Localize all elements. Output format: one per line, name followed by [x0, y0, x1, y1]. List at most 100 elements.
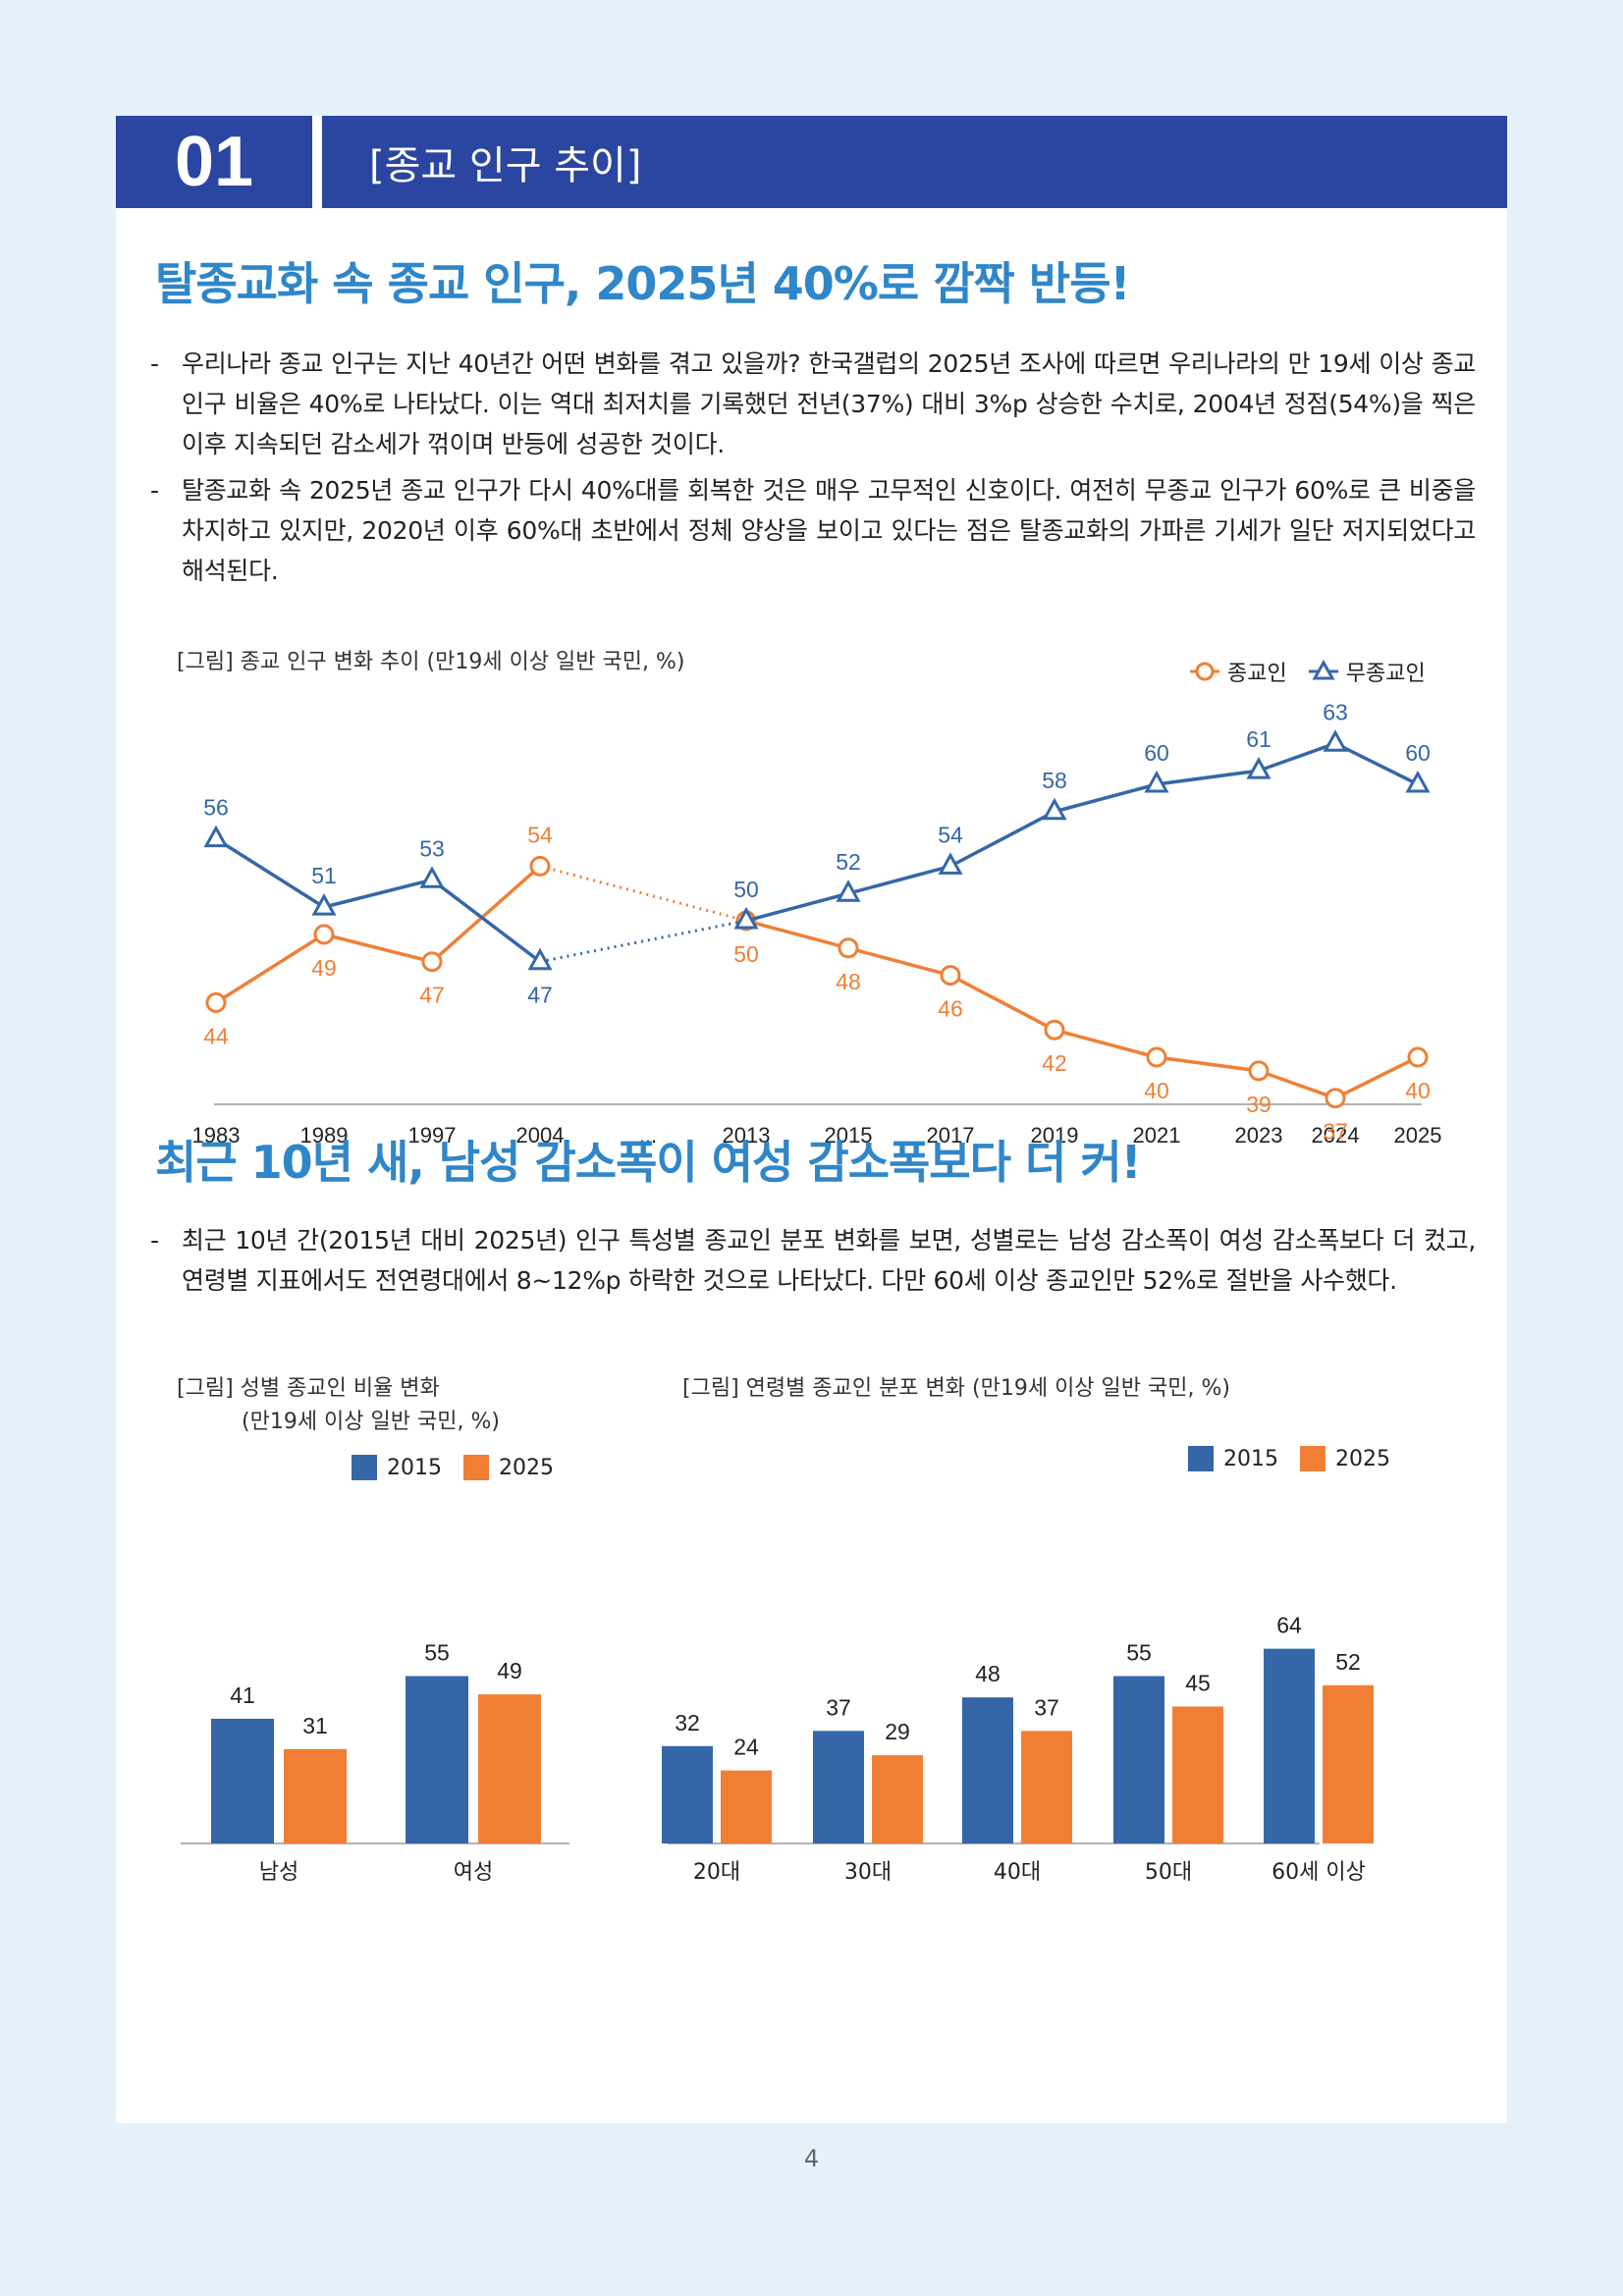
data-label: 29: [885, 1719, 910, 1744]
data-point: [311, 893, 337, 916]
data-label: 40: [1405, 1078, 1431, 1103]
x-tick-label: 2025: [1394, 1123, 1442, 1148]
figure-caption-age: [그림] 연령별 종교인 분포 변화 (만19세 이상 일반 국민, %): [682, 1376, 1230, 1401]
legend-label: 2025: [1335, 1446, 1390, 1471]
bar: [872, 1755, 923, 1843]
gender-legend: 2015 2025: [352, 1455, 575, 1480]
data-label: 53: [419, 835, 445, 861]
x-tick-label: 여성: [454, 1860, 493, 1885]
bar: [1323, 1684, 1374, 1843]
data-label: 64: [1276, 1613, 1302, 1638]
circle-marker-icon: [1190, 662, 1219, 681]
bullet-item: 최근 10년 간(2015년 대비 2025년) 인구 특성별 종교인 분포 변…: [150, 1220, 1476, 1301]
data-label: 55: [424, 1640, 450, 1666]
data-label: 50: [733, 941, 759, 967]
data-label: 37: [1323, 1119, 1348, 1145]
bar: [1264, 1648, 1315, 1843]
x-tick-label: 60세 이상: [1271, 1860, 1366, 1885]
section-number: 01: [116, 116, 312, 208]
legend-item-2025: 2025: [463, 1455, 554, 1480]
x-tick-label: 1997: [408, 1123, 457, 1148]
legend-label: 2015: [387, 1455, 442, 1480]
data-label: 55: [1126, 1640, 1152, 1666]
section-title: [종교 인구 추이]: [322, 116, 1507, 208]
bar-chart-age: 32 24 20대 37 29 30대 48 37 40대 55 45 50대 64 52 60세 이상: [662, 1613, 1374, 1885]
legend-item-religious: 종교인: [1190, 656, 1287, 687]
figure-caption-gender-sub: (만19세 이상 일반 국민, %): [242, 1410, 500, 1434]
data-label: 52: [1335, 1649, 1361, 1675]
x-tick-label: 2021: [1133, 1123, 1181, 1148]
bar: [1021, 1731, 1072, 1843]
swatch-2015-icon: [1188, 1446, 1214, 1471]
data-point: [1405, 770, 1431, 793]
series-gap-dotted-line: [539, 864, 747, 923]
x-tick-label: 40대: [994, 1860, 1041, 1885]
bullet-list-1: 우리나라 종교 인구는 지난 40년간 어떤 변화를 겪고 있을까? 한국갤럽의…: [150, 344, 1476, 597]
data-point: [313, 924, 335, 945]
data-label: 37: [1034, 1694, 1059, 1720]
data-label: 52: [836, 849, 861, 875]
data-point: [938, 852, 963, 875]
bullet-item: 탈종교화 속 2025년 종교 인구가 다시 40%대를 회복한 것은 매우 고…: [150, 470, 1476, 591]
x-tick-label: ...: [639, 1123, 657, 1148]
data-label: 40: [1144, 1078, 1169, 1103]
bar: [813, 1731, 864, 1843]
legend-label: 2015: [1223, 1446, 1278, 1471]
series-line: [745, 741, 1419, 923]
bar: [211, 1718, 274, 1843]
legend-item-nonreligious: 무종교인: [1308, 656, 1426, 687]
bullet-list-2: 최근 10년 간(2015년 대비 2025년) 인구 특성별 종교인 분포 변…: [150, 1220, 1476, 1307]
series-line: [215, 837, 542, 964]
data-label: 47: [527, 983, 553, 1008]
data-label: 45: [1185, 1671, 1211, 1696]
bar: [1113, 1676, 1164, 1843]
swatch-2025-icon: [1300, 1446, 1325, 1471]
legend-label: 무종교인: [1345, 662, 1426, 686]
data-label: 54: [527, 822, 553, 847]
headline-gender-gap: 최근 10년 새, 남성 감소폭이 여성 감소폭보다 더 커!: [155, 1136, 1142, 1189]
section-header: 01 [종교 인구 추이]: [116, 116, 1507, 208]
data-label: 39: [1246, 1092, 1271, 1117]
data-label: 51: [311, 863, 337, 888]
data-point: [836, 880, 861, 902]
x-tick-label: 50대: [1145, 1860, 1192, 1885]
data-point: [733, 906, 759, 930]
line-chart-religious-trend: 1983 1989 1997 2004... 2013 2015 2017 2019 2021 2…: [192, 699, 1442, 1148]
x-tick-label: 1983: [192, 1123, 241, 1148]
x-tick-label: 2004: [516, 1123, 565, 1148]
data-label: 56: [203, 795, 229, 821]
data-point: [527, 947, 553, 971]
data-label: 46: [938, 996, 963, 1022]
x-tick-label: 2019: [1031, 1123, 1079, 1148]
data-label: 37: [826, 1694, 851, 1720]
x-tick-label: 1989: [300, 1123, 349, 1148]
legend-item-2015: 2015: [1188, 1446, 1278, 1471]
figure-caption-gender: [그림] 성별 종교인 비율 변화: [177, 1376, 440, 1401]
triangle-marker-icon: [1308, 660, 1338, 680]
data-label: 58: [1042, 768, 1067, 793]
series-line: [215, 865, 542, 1004]
bar: [962, 1697, 1013, 1843]
data-point: [1323, 729, 1348, 752]
data-label: 32: [675, 1710, 700, 1735]
data-label: 54: [938, 822, 963, 847]
x-tick-label: 2024: [1312, 1123, 1360, 1148]
data-label: 60: [1405, 740, 1431, 766]
bullet-item: 우리나라 종교 인구는 지난 40년간 어떤 변화를 겪고 있을까? 한국갤럽의…: [150, 344, 1476, 464]
x-tick-label: 2017: [927, 1123, 975, 1148]
bar: [1172, 1706, 1223, 1843]
legend-label: 2025: [499, 1455, 554, 1480]
data-label: 41: [230, 1682, 255, 1708]
page-sheet: 01 [종교 인구 추이] 탈종교화 속 종교 인구, 2025년 40%로 깜…: [116, 116, 1507, 2123]
data-label: 44: [203, 1023, 229, 1048]
data-point: [421, 951, 443, 973]
legend-item-2015: 2015: [352, 1455, 442, 1480]
swatch-2025-icon: [463, 1455, 489, 1480]
data-label: 47: [419, 983, 445, 1008]
age-legend: 2015 2025: [1188, 1446, 1412, 1471]
x-tick-label: 2013: [723, 1123, 771, 1148]
data-point: [205, 991, 227, 1013]
data-point: [1144, 770, 1169, 793]
x-tick-label: 2015: [825, 1123, 873, 1148]
data-point: [529, 855, 551, 877]
